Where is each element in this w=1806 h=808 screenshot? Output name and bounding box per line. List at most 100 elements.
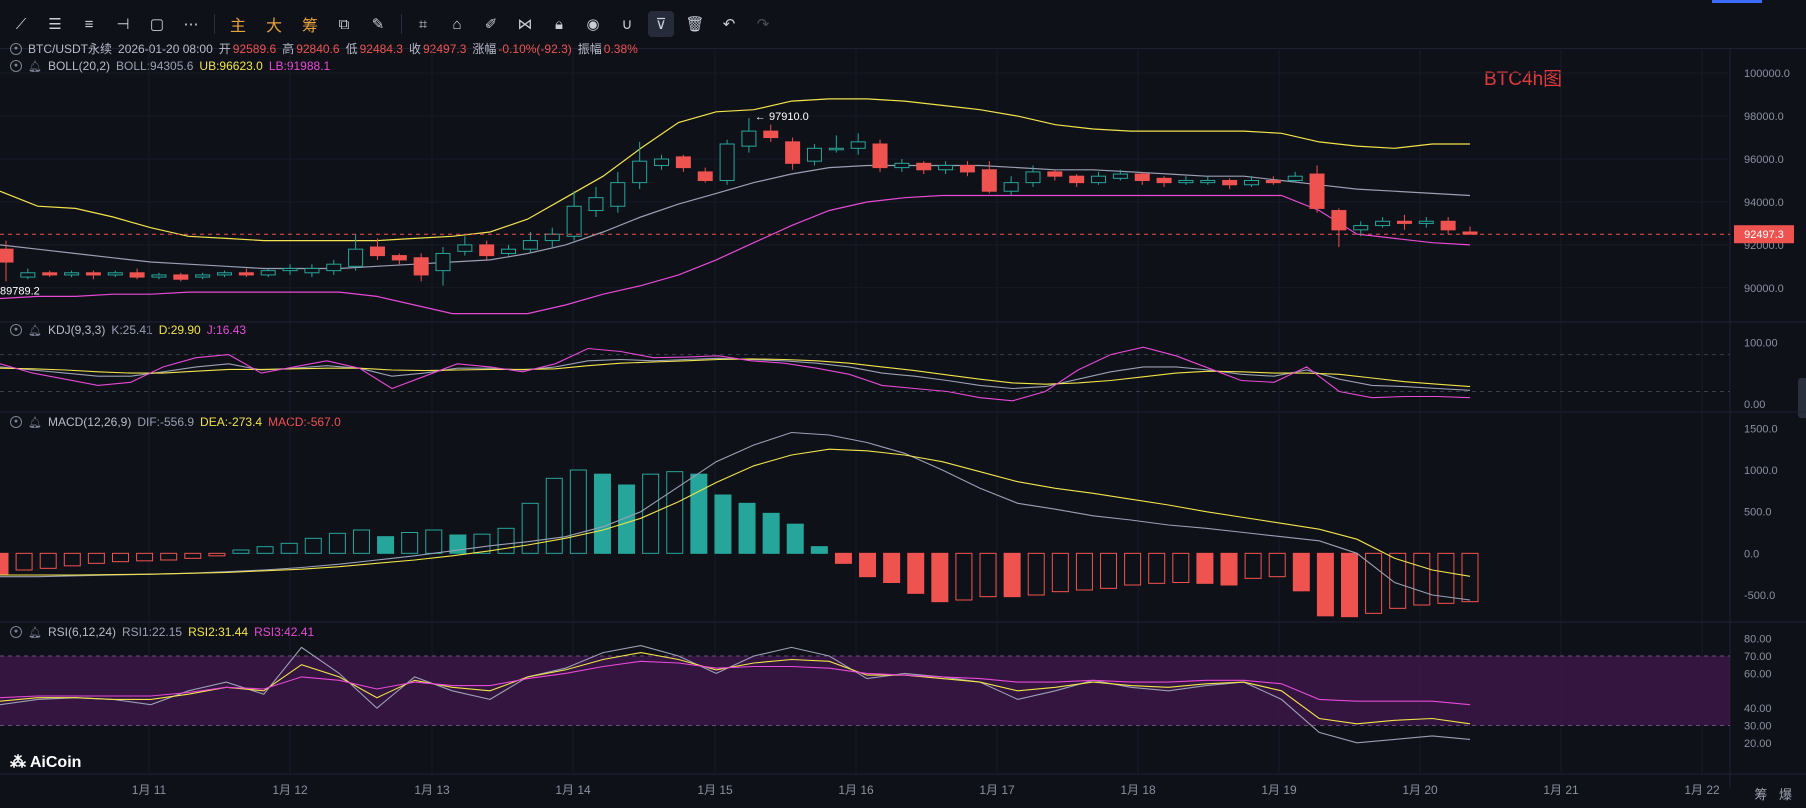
candle-down <box>1156 177 1172 184</box>
macd-bar-negative <box>1389 552 1407 609</box>
macd-bar-negative <box>883 552 901 584</box>
change-label: 涨幅 <box>472 42 497 56</box>
candle-up <box>806 147 822 162</box>
logo-text: AiCoin <box>29 754 82 771</box>
candle-up <box>326 263 342 272</box>
price-tick-label: 90000.0 <box>1744 283 1784 295</box>
chip-button[interactable]: 筹 <box>1754 787 1768 802</box>
candle-down <box>0 248 14 263</box>
alert-bell-icon[interactable]: 🔔︎ <box>28 60 42 73</box>
redo-icon: ↷ <box>756 16 770 33</box>
macd-bar-positive <box>618 484 636 554</box>
visibility-toggle-icon[interactable]: ● <box>10 324 22 336</box>
close-label: 收 <box>408 42 421 56</box>
candle-up <box>588 197 604 212</box>
measure-icon[interactable]: ⌂ <box>452 15 462 33</box>
candle-down <box>1440 220 1456 231</box>
magnet-icon[interactable]: ∪ <box>621 16 633 33</box>
kdj-d-line <box>0 358 1471 388</box>
pencil-icon[interactable]: ✎ <box>371 16 385 33</box>
visibility-toggle-icon[interactable]: ● <box>10 42 22 55</box>
brush-icon[interactable]: ✐ <box>484 16 498 33</box>
x-tick-label: 1月 13 <box>414 783 450 797</box>
big-order-button[interactable]: 大 <box>265 18 282 35</box>
kdj-k-value: K:25.41 <box>111 323 153 337</box>
candle-up <box>1418 220 1434 224</box>
macd-bar-negative <box>1413 552 1431 606</box>
candle-down <box>1309 173 1325 209</box>
x-tick-label: 1月 16 <box>838 783 874 797</box>
alert-bell-icon[interactable]: 🔔︎ <box>28 324 42 337</box>
candle-up <box>501 248 517 254</box>
right-panel-handle[interactable] <box>1798 378 1806 418</box>
main-indicator-button[interactable]: 主 <box>229 18 246 35</box>
trash-icon[interactable]: 🗑︎ <box>685 16 705 33</box>
candle-down <box>1331 210 1347 231</box>
macd-bar-negative <box>1172 552 1190 584</box>
visibility-icon[interactable]: ◉ <box>586 16 600 33</box>
rsi2-value: RSI2:31.44 <box>188 625 249 639</box>
price-tick-label: 96000.0 <box>1744 154 1784 166</box>
macd-bar-positive <box>449 534 467 554</box>
undo-icon[interactable]: ↶ <box>722 16 736 33</box>
candle-up <box>260 270 276 276</box>
candle-up <box>64 272 80 276</box>
filter-icon[interactable]: ⊽ <box>648 11 674 37</box>
kdj-k-line <box>0 357 1471 391</box>
candle-down <box>1396 220 1412 224</box>
candle-up <box>304 267 320 274</box>
trend-line-icon[interactable]: ⟋ <box>15 15 27 33</box>
macd-legend: ● 🔔︎ MACD(12,26,9) DIF:-556.9 DEA:-273.4… <box>10 415 341 429</box>
macd-bar-negative <box>1316 552 1334 617</box>
candle-up <box>719 143 735 181</box>
indicator-template-icon[interactable]: ⧉ <box>338 15 350 33</box>
macd-bar-negative <box>1341 552 1359 618</box>
candle-up <box>894 162 910 169</box>
candle-up <box>1200 179 1216 184</box>
candle-down <box>1265 179 1281 184</box>
macd-bar-positive <box>352 529 370 554</box>
rectangle-icon[interactable]: ▢ <box>149 16 165 33</box>
amplitude-value: 0.38% <box>603 41 638 56</box>
high-label: 高 <box>282 42 295 56</box>
candle-down <box>391 255 407 261</box>
toolbar-divider <box>214 14 215 34</box>
horizontal-ray-icon[interactable]: ⊣ <box>116 16 130 33</box>
account-indicator[interactable] <box>1712 0 1762 3</box>
macd-bar-negative <box>160 552 178 561</box>
macd-tick-label: 500.0 <box>1744 507 1772 519</box>
more-shapes-icon[interactable]: ⋯ <box>183 16 199 33</box>
text-icon[interactable]: ⌗ <box>418 15 428 33</box>
visibility-toggle-icon[interactable]: ● <box>10 416 22 428</box>
macd-bar-positive <box>545 477 563 554</box>
candle-down <box>238 272 254 276</box>
macd-bar-positive <box>593 473 611 554</box>
macd-dif-line <box>0 431 1471 601</box>
lock-icon[interactable]: 🔒︎ <box>555 15 563 33</box>
chart-canvas[interactable]: 1月 11 1月 12 1月 13 1月 14 1月 15 1月 16 1月 17 1月 18… <box>0 48 1806 808</box>
visibility-toggle-icon[interactable]: ● <box>10 60 22 72</box>
x-tick-label: 1月 19 <box>1261 783 1297 797</box>
pattern-icon[interactable]: ⋈ <box>517 16 533 33</box>
visibility-toggle-icon[interactable]: ● <box>10 626 22 638</box>
macd-bar-positive <box>738 502 756 554</box>
macd-bar-positive <box>714 494 732 554</box>
chip-distribution-button[interactable]: 筹 <box>301 18 318 35</box>
alert-bell-icon[interactable]: 🔔︎ <box>28 416 42 429</box>
candle-down <box>42 272 58 276</box>
parallel-lines-icon[interactable]: ≡ <box>84 15 94 33</box>
horizontal-lines-icon[interactable]: ☰ <box>48 16 62 33</box>
macd-tick-label: -500.0 <box>1744 590 1775 602</box>
bottom-right-buttons: 筹 爆 <box>1754 784 1792 803</box>
macd-bar-negative <box>907 552 925 594</box>
macd-dea-line <box>0 448 1471 577</box>
macd-name: MACD(12,26,9) <box>47 415 132 429</box>
x-tick-label: 1月 20 <box>1402 783 1438 797</box>
candle-up <box>828 147 844 151</box>
alert-bell-icon[interactable]: 🔔︎ <box>28 626 42 639</box>
macd-bar-positive <box>425 529 443 554</box>
candle-up <box>1375 220 1391 227</box>
liquidation-button[interactable]: 爆 <box>1778 787 1792 802</box>
kdj-j-value: J:16.43 <box>206 323 247 337</box>
macd-bar-negative <box>208 552 226 557</box>
